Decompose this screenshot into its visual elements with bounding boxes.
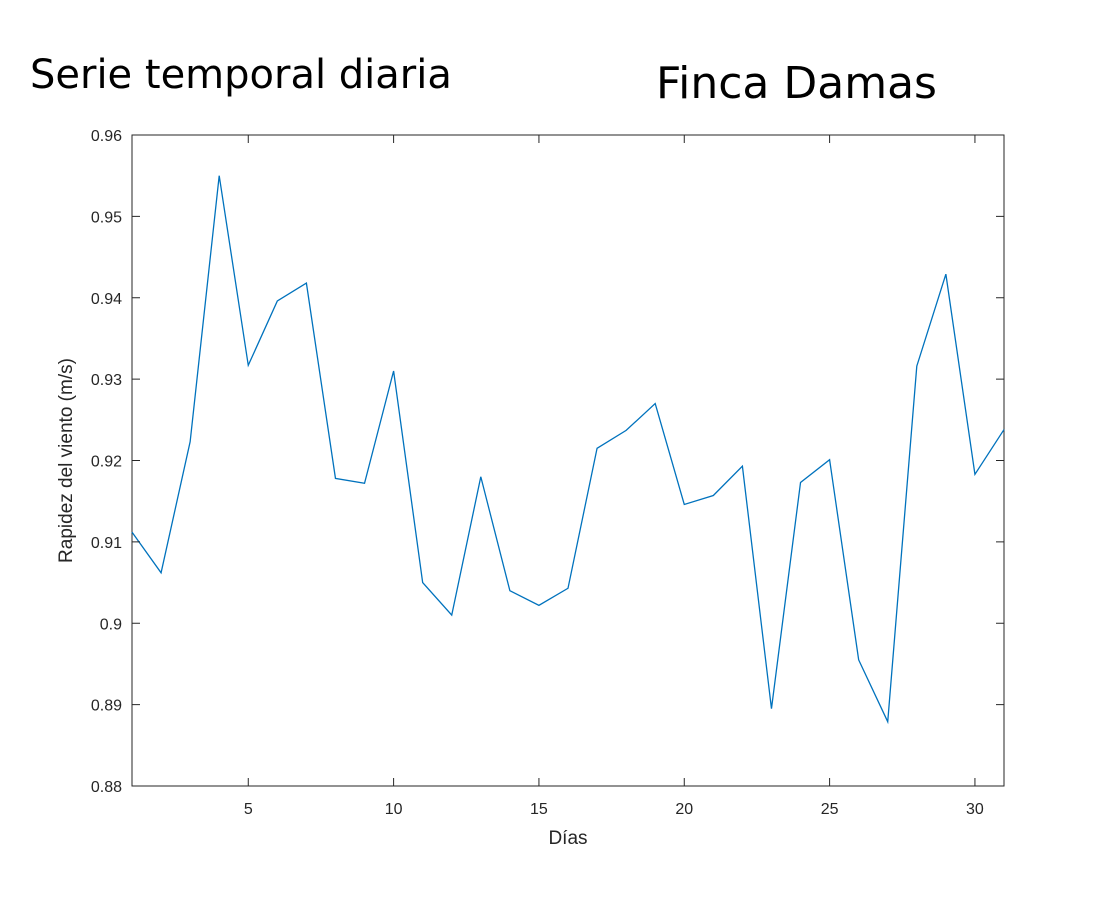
- series-group: [131, 175, 1005, 725]
- y-tick-label: 0.94: [91, 291, 122, 308]
- y-tick-label: 0.91: [91, 535, 122, 552]
- chart-title-right: Finca Damas: [656, 58, 937, 109]
- y-tick-label: 0.9: [100, 616, 122, 633]
- x-tick-label: 30: [966, 801, 984, 818]
- chart-title-left: Serie temporal diaria: [30, 52, 452, 98]
- plot-frame: [131, 134, 1005, 787]
- axes: [131, 134, 1005, 787]
- y-tick-label: 0.96: [91, 128, 122, 145]
- x-tick-label: 25: [821, 801, 839, 818]
- series-line: [131, 175, 1005, 725]
- y-tick-label: 0.89: [91, 698, 122, 715]
- x-axis-label: Días: [548, 828, 587, 849]
- x-tick-label: 20: [675, 801, 693, 818]
- y-tick-label: 0.93: [91, 372, 122, 389]
- y-tick-label: 0.88: [91, 779, 122, 796]
- x-tick-label: 10: [385, 801, 403, 818]
- ticks: 5 10 15 20 25 30 0.88 0.89 0.9 0.91 0.92 0.93 0.94 0.…: [91, 128, 1004, 818]
- x-tick-label: 5: [244, 801, 253, 818]
- y-axis-label: Rapidez del viento (m/s): [56, 358, 77, 563]
- y-tick-label: 0.92: [91, 454, 122, 471]
- x-tick-label: 15: [530, 801, 548, 818]
- y-tick-label: 0.95: [91, 209, 122, 226]
